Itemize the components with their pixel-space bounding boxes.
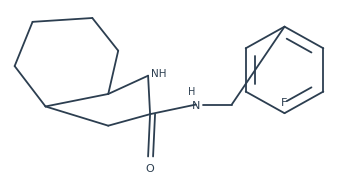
Text: NH: NH xyxy=(151,69,167,79)
Text: F: F xyxy=(281,98,288,108)
Text: H: H xyxy=(188,87,196,97)
Text: N: N xyxy=(192,101,200,111)
Text: O: O xyxy=(146,164,154,174)
